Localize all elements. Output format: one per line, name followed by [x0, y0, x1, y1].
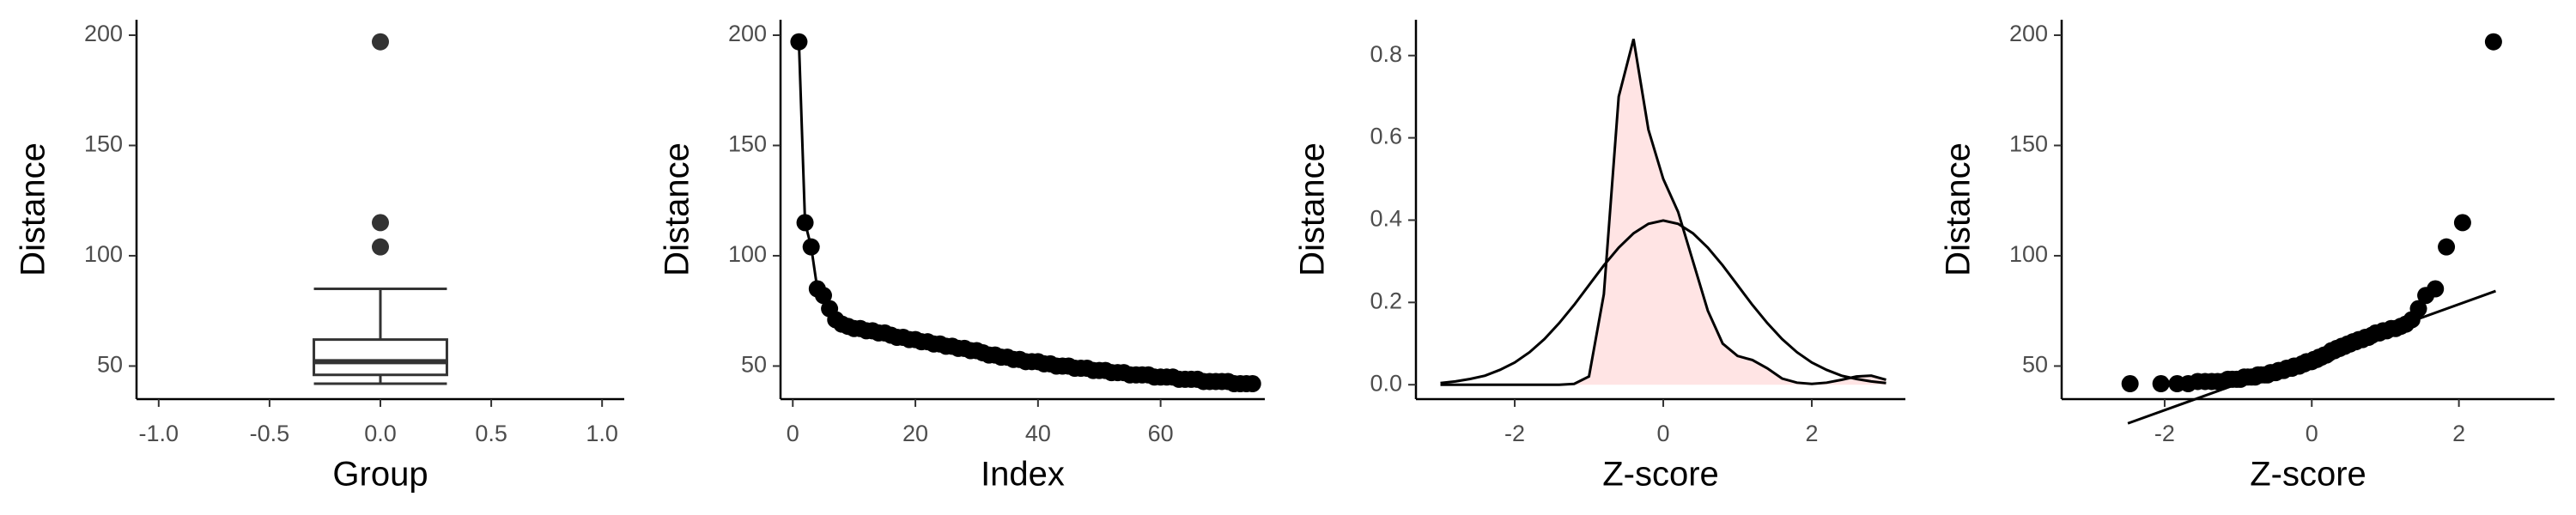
point [796, 214, 814, 232]
density-area [1440, 39, 1886, 385]
density-line [1440, 39, 1886, 386]
outlier [372, 238, 389, 256]
y-tick-label: 150 [2009, 131, 2048, 157]
x-axis-title: Group [332, 456, 428, 494]
density-line [1440, 219, 1886, 385]
y-tick-label: 150 [84, 131, 123, 157]
point [2152, 375, 2170, 393]
x-tick-label: 0 [787, 421, 799, 446]
outlier [372, 33, 389, 51]
x-tick-label: -0.5 [250, 421, 290, 446]
y-tick-label: 0.6 [1370, 124, 1402, 149]
x-axis-title: Z-score [1602, 456, 1719, 494]
x-tick-label: 1.0 [586, 421, 618, 446]
y-tick-label: 200 [84, 21, 123, 46]
y-axis-title: Distance [659, 142, 696, 276]
y-tick-label: 100 [84, 241, 123, 267]
y-tick-label: 0.2 [1370, 288, 1402, 313]
x-tick-label: 0.5 [475, 421, 507, 446]
y-tick-label: 0.0 [1370, 370, 1402, 396]
y-tick-label: 100 [728, 241, 767, 267]
point [2427, 280, 2445, 298]
y-tick-label: 200 [728, 21, 767, 46]
point [2438, 238, 2456, 256]
y-axis-title: Distance [1294, 142, 1332, 276]
point [802, 238, 820, 256]
point [2453, 214, 2471, 232]
x-tick-label: 0 [1657, 421, 1670, 446]
point [2409, 300, 2427, 318]
x-tick-label: 2 [1806, 421, 1819, 446]
x-tick-label: 60 [1148, 421, 1174, 446]
point [814, 287, 832, 305]
box [313, 338, 448, 377]
x-tick-label: 0.0 [364, 421, 397, 446]
y-axis-title: Distance [1940, 142, 1978, 276]
outlier [372, 214, 389, 232]
y-tick-label: 0.8 [1370, 41, 1402, 67]
y-tick-label: 200 [2009, 21, 2048, 46]
x-tick-label: -1.0 [139, 421, 179, 446]
y-tick-label: 150 [728, 131, 767, 157]
y-tick-label: 0.4 [1370, 206, 1402, 232]
y-tick-label: 50 [741, 352, 767, 378]
x-axis-title: Index [981, 456, 1065, 494]
point [2121, 375, 2139, 393]
x-tick-label: -2 [1504, 421, 1525, 446]
x-axis-title: Z-score [2250, 456, 2366, 494]
y-tick-label: 50 [97, 352, 123, 378]
x-tick-label: 20 [902, 421, 928, 446]
point [1243, 375, 1261, 393]
x-tick-label: 40 [1025, 421, 1051, 446]
y-axis-title: Distance [15, 142, 52, 276]
x-tick-label: 0 [2306, 421, 2318, 446]
point [2484, 33, 2502, 51]
x-tick-label: -2 [2154, 421, 2175, 446]
point [790, 33, 808, 51]
x-tick-label: 2 [2452, 421, 2465, 446]
y-tick-label: 50 [2022, 352, 2048, 378]
y-tick-label: 100 [2009, 241, 2048, 267]
